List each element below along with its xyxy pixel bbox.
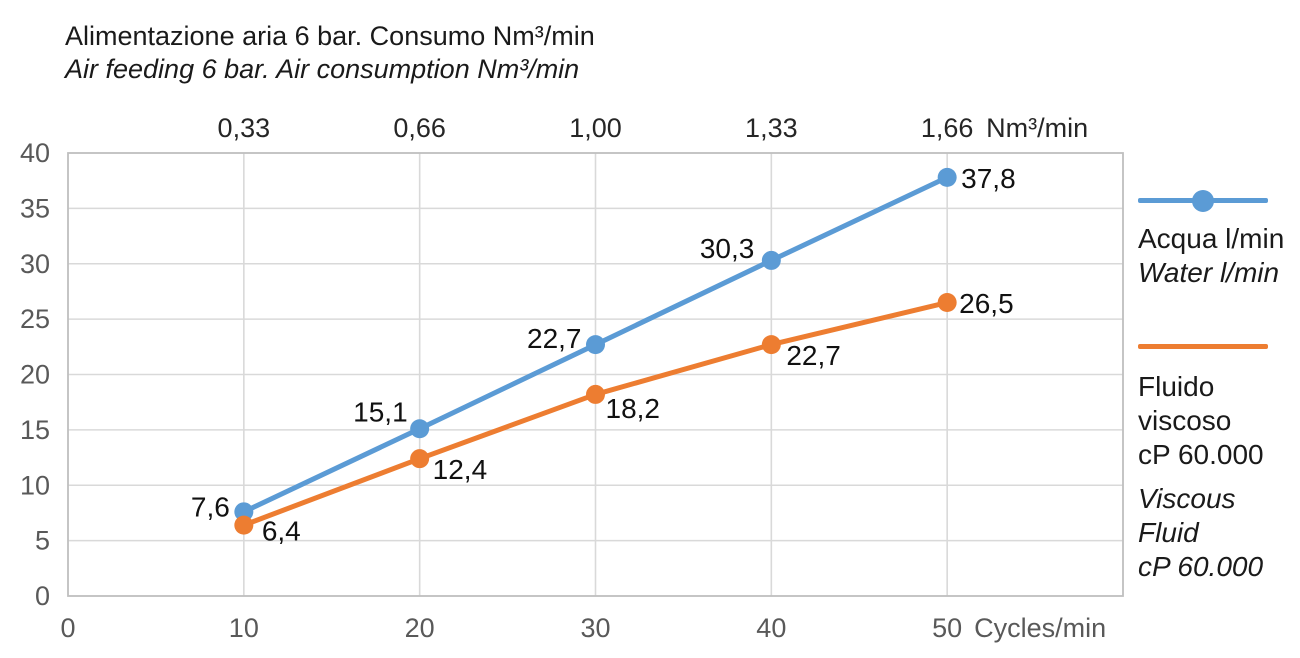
x-axis-tick-label: 10 [229, 613, 259, 643]
legend-viscous-en-line1: Viscous [1138, 483, 1236, 514]
legend-marker-dot-icon [1192, 189, 1214, 212]
legend-swatch-viscous-icon [1138, 335, 1268, 358]
y-axis-tick-label: 20 [20, 360, 50, 390]
y-axis-tick-label: 35 [20, 193, 50, 223]
data-point-viscous-fluid [586, 384, 605, 404]
data-label-viscous-fluid: 12,4 [433, 454, 488, 485]
data-label-water: 22,7 [527, 323, 582, 354]
legend-label-viscous-primary: Fluido viscoso cP 60.000 [1138, 370, 1300, 472]
data-label-water: 37,8 [961, 163, 1016, 194]
data-point-viscous-fluid [937, 293, 957, 313]
chart-title: Alimentazione aria 6 bar. Consumo Nm³/mi… [65, 20, 595, 86]
data-point-water [586, 335, 605, 355]
x-axis-tick-label: 20 [405, 613, 435, 643]
chart-title-line1: Alimentazione aria 6 bar. Consumo Nm³/mi… [65, 21, 595, 51]
y-axis-tick-label: 30 [20, 249, 50, 279]
chart-title-line2: Air feeding 6 bar. Air consumption Nm³/m… [65, 54, 580, 84]
top-axis-tick-label: 0,66 [393, 113, 446, 143]
legend-label-water-primary: Acqua l/min [1138, 223, 1285, 254]
top-axis-tick-label: 1,33 [745, 113, 798, 143]
y-axis-tick-label: 15 [20, 415, 50, 445]
data-label-water: 30,3 [700, 233, 755, 264]
top-axis-tick-label: 1,66 [921, 113, 974, 143]
legend-item-viscous-fluid: Fluido viscoso cP 60.000 Viscous Fluid c… [1138, 335, 1300, 584]
data-label-water: 7,6 [191, 491, 230, 522]
data-point-water [234, 502, 254, 522]
legend-swatch-water-icon [1138, 189, 1268, 212]
data-label-viscous-fluid: 26,5 [959, 288, 1014, 319]
data-point-viscous-fluid [410, 449, 430, 469]
plot-border [67, 152, 1124, 597]
data-point-viscous-fluid [234, 515, 254, 535]
y-axis-tick-label: 40 [20, 138, 50, 168]
data-label-viscous-fluid: 22,7 [786, 340, 841, 371]
data-label-water: 15,1 [353, 396, 408, 427]
x-axis-tick-label: 30 [580, 613, 610, 643]
legend-viscous-line3: cP 60.000 [1138, 439, 1264, 470]
top-axis-tick-label: 1,00 [569, 113, 622, 143]
y-axis-tick-label: 0 [35, 581, 50, 611]
legend-viscous-en-line3: cP 60.000 [1138, 551, 1264, 582]
x-axis-tick-label: 40 [756, 613, 786, 643]
y-axis-tick-label: 5 [35, 526, 50, 556]
legend-label-viscous-secondary: Viscous Fluid cP 60.000 [1138, 482, 1300, 584]
y-axis-tick-label: 10 [20, 470, 50, 500]
legend-viscous-en-line2: Fluid [1138, 517, 1199, 548]
legend-viscous-line2: viscoso [1138, 405, 1232, 436]
legend-viscous-line1: Fluido [1138, 371, 1215, 402]
data-point-water [761, 250, 781, 270]
x-axis-tick-label: 50 [932, 613, 962, 643]
legend-label-water-secondary: Water l/min [1138, 257, 1280, 288]
data-label-viscous-fluid: 18,2 [606, 393, 661, 424]
x-axis-unit-label: Cycles/min [974, 613, 1106, 643]
data-label-viscous-fluid: 6,4 [262, 516, 301, 547]
x-axis-tick-label: 0 [60, 613, 75, 643]
chart-legend: Acqua l/min Water l/min Fluido viscoso c… [1138, 189, 1300, 584]
data-point-water [410, 419, 430, 439]
data-point-viscous-fluid [761, 335, 781, 355]
legend-item-water: Acqua l/min Water l/min [1138, 189, 1300, 290]
top-axis-unit-label: Nm³/min [986, 113, 1088, 143]
data-point-water [937, 167, 957, 187]
legend-line-viscous-icon [1138, 344, 1268, 349]
y-axis-tick-label: 25 [20, 304, 50, 334]
top-axis-tick-label: 0,33 [218, 113, 271, 143]
